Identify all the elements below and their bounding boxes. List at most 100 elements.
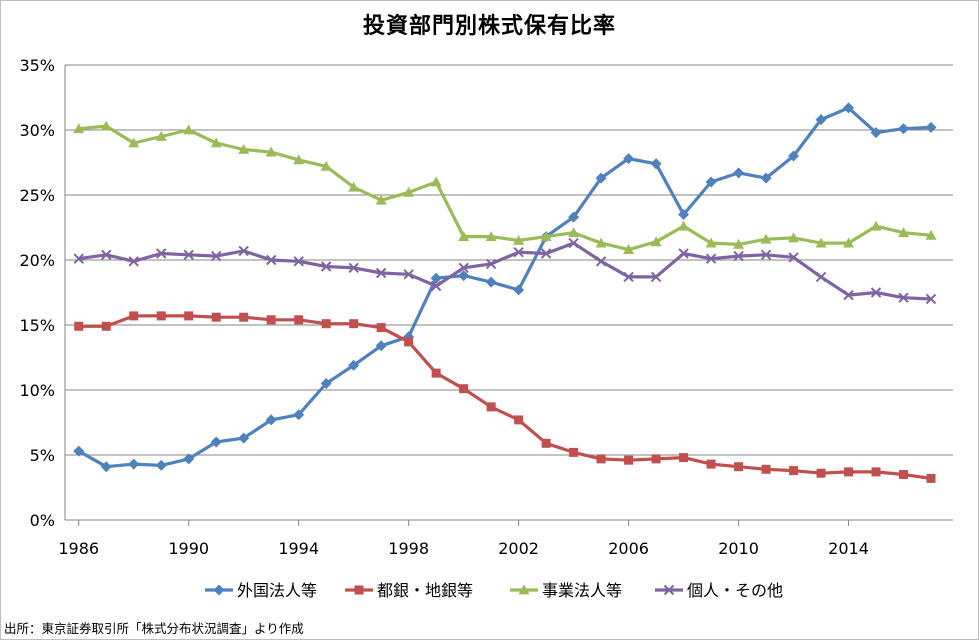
- data-point: [678, 220, 690, 231]
- data-point: [788, 232, 800, 243]
- axes: [64, 65, 953, 526]
- data-point: [211, 250, 222, 262]
- legend-label: 都銀・地銀等: [377, 581, 473, 600]
- data-point: [156, 311, 166, 321]
- source-note: 出所：東京証券取引所「株式分布状況調査」より作成: [4, 621, 304, 636]
- data-point: [320, 261, 332, 272]
- data-point: [348, 359, 360, 371]
- data-point: [760, 233, 772, 244]
- data-point: [870, 220, 882, 231]
- data-point: [239, 312, 249, 322]
- data-point: [293, 409, 305, 421]
- y-tick-label: 25%: [19, 186, 55, 205]
- x-tick-label: 1990: [168, 539, 209, 558]
- data-point: [294, 315, 304, 325]
- data-point: [925, 229, 937, 240]
- x-tick-label: 1998: [388, 539, 429, 558]
- data-point: [101, 249, 112, 261]
- series-3: [73, 237, 937, 305]
- data-point: [513, 246, 524, 258]
- data-point: [540, 248, 552, 259]
- data-point: [430, 272, 442, 284]
- x-tick-label: 2006: [608, 539, 649, 558]
- legend-marker: [518, 584, 530, 595]
- data-point: [513, 284, 525, 296]
- data-point: [403, 186, 415, 197]
- data-point: [238, 144, 250, 154]
- series-line: [78, 314, 932, 480]
- data-point: [596, 454, 606, 464]
- data-point: [155, 459, 167, 471]
- y-tick-label: 10%: [19, 381, 55, 400]
- data-point: [320, 160, 332, 171]
- data-point: [733, 250, 744, 262]
- data-point: [458, 270, 470, 282]
- data-point: [265, 146, 277, 157]
- data-point: [843, 237, 855, 248]
- data-point: [238, 432, 250, 444]
- data-point: [73, 253, 84, 264]
- data-point: [266, 315, 276, 325]
- data-point: [375, 194, 387, 205]
- legend-item-2: 事業法人等: [510, 581, 622, 600]
- data-point: [211, 312, 221, 322]
- data-point: [100, 461, 112, 473]
- data-point: [760, 249, 772, 261]
- series-0: [73, 102, 937, 473]
- y-tick-label: 5%: [30, 446, 55, 465]
- data-point: [788, 252, 799, 263]
- data-point: [485, 231, 497, 241]
- data-point: [733, 238, 745, 249]
- data-point: [540, 231, 552, 241]
- data-point: [375, 340, 387, 352]
- data-point: [293, 154, 305, 165]
- data-point: [761, 464, 771, 474]
- data-point: [760, 172, 772, 184]
- legend-label: 個人・その他: [687, 581, 783, 600]
- data-point: [898, 292, 909, 303]
- x-tick-label: 1986: [58, 539, 99, 558]
- data-point: [485, 276, 497, 288]
- grid-lines: [65, 64, 953, 456]
- data-point: [375, 267, 387, 279]
- data-point: [73, 123, 85, 134]
- data-point: [815, 237, 827, 248]
- data-point: [486, 402, 496, 412]
- data-point: [623, 271, 634, 283]
- data-point: [183, 249, 194, 261]
- data-point: [349, 319, 359, 329]
- data-point: [568, 237, 579, 249]
- data-point: [128, 137, 140, 148]
- data-point: [320, 378, 332, 389]
- legend-marker: [213, 584, 225, 596]
- data-point: [430, 280, 442, 292]
- data-point: [705, 176, 717, 188]
- legend-label: 外国法人等: [237, 581, 317, 600]
- data-point: [238, 245, 249, 257]
- data-point: [705, 237, 717, 248]
- data-point: [870, 287, 882, 298]
- y-tick-label: 35%: [19, 56, 55, 75]
- data-point: [183, 124, 195, 135]
- data-point: [568, 211, 580, 223]
- data-point: [789, 466, 799, 476]
- series-lines: [73, 102, 937, 483]
- data-point: [705, 253, 717, 264]
- data-point: [459, 384, 469, 394]
- data-point: [595, 237, 607, 248]
- y-tick-label: 30%: [19, 121, 55, 140]
- data-point: [816, 468, 826, 478]
- data-point: [899, 470, 909, 479]
- data-point: [624, 455, 634, 465]
- data-point: [101, 321, 111, 331]
- data-point: [458, 262, 469, 274]
- data-point: [569, 447, 579, 457]
- data-point: [514, 415, 524, 425]
- y-tick-labels: 0% 5% 10% 15% 20% 25% 30% 35%: [19, 56, 55, 530]
- data-point: [651, 454, 661, 464]
- data-point: [513, 235, 525, 245]
- x-tick-label: 2014: [828, 539, 869, 558]
- data-point: [183, 453, 195, 465]
- data-point: [128, 256, 139, 267]
